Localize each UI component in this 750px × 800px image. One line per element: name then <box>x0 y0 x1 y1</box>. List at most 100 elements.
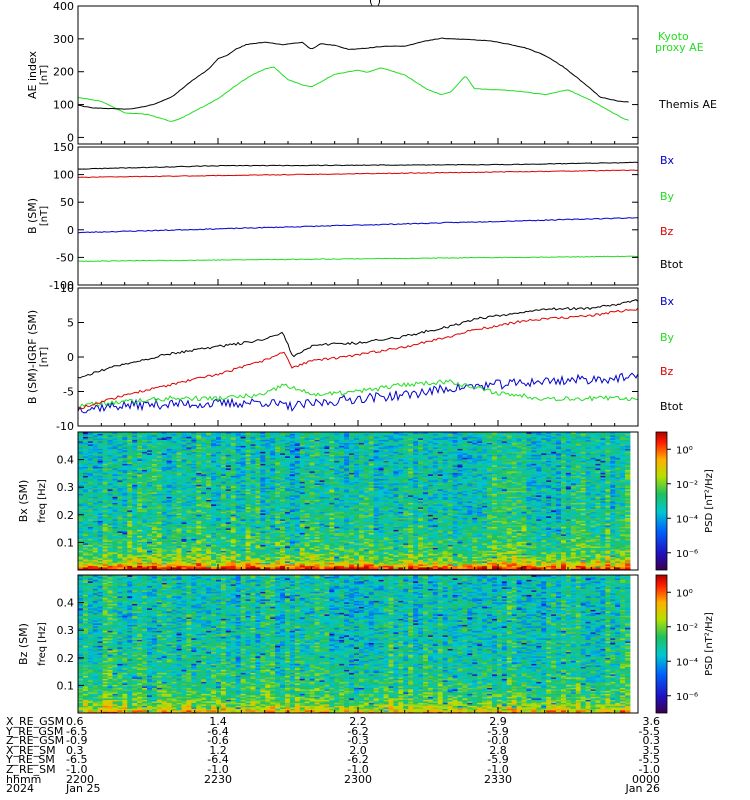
heatmap-cell <box>78 460 84 463</box>
heatmap-cell <box>156 444 163 446</box>
heatmap-cell <box>230 466 237 469</box>
heatmap-cell <box>161 547 168 550</box>
heatmap-cell <box>211 501 217 503</box>
heatmap-cell <box>240 550 246 553</box>
heatmap-cell <box>265 484 271 487</box>
heatmap-cell <box>216 544 222 547</box>
heatmap-cell <box>92 511 99 514</box>
heatmap-cell <box>206 507 212 509</box>
heatmap-cell <box>87 537 94 539</box>
heatmap-cell <box>225 550 232 553</box>
heatmap-cell <box>206 543 212 545</box>
heatmap-cell <box>82 487 89 490</box>
heatmap-cell <box>250 451 256 454</box>
heatmap-cell <box>196 559 202 562</box>
heatmap-cell <box>260 546 266 548</box>
heatmap-cell <box>151 487 158 490</box>
heatmap-cell <box>196 486 202 488</box>
heatmap-cell <box>97 547 104 550</box>
heatmap-cell <box>92 444 99 446</box>
heatmap-cell <box>92 567 99 569</box>
heatmap-cell <box>230 529 237 532</box>
heatmap-cell <box>171 451 177 454</box>
heatmap-cell <box>171 481 177 484</box>
heatmap-cell <box>171 493 177 496</box>
heatmap-cell <box>147 567 153 569</box>
heatmap-cell <box>270 478 276 481</box>
heatmap-cell <box>132 480 138 482</box>
heatmap-cell <box>102 513 108 515</box>
heatmap-cell <box>196 445 202 448</box>
heatmap-cell <box>97 490 104 493</box>
heatmap-cell <box>122 505 128 508</box>
heatmap-cell <box>151 459 158 461</box>
heatmap-cell <box>186 543 192 545</box>
heatmap-cell <box>132 475 138 478</box>
heatmap-cell <box>117 562 123 565</box>
heatmap-cell <box>255 486 261 488</box>
heatmap-cell <box>196 460 202 463</box>
heatmap-cell <box>102 466 108 469</box>
heatmap-cell <box>235 508 242 511</box>
heatmap-cell <box>132 556 138 559</box>
heatmap-cell <box>78 472 84 475</box>
heatmap-cell <box>245 466 251 469</box>
heatmap-cell <box>127 465 133 467</box>
heatmap-cell <box>211 460 217 463</box>
heatmap-cell <box>166 499 173 502</box>
heatmap-cell <box>206 537 212 539</box>
heatmap-cell <box>92 450 99 452</box>
heatmap-cell <box>211 480 217 482</box>
heatmap-cell <box>250 435 256 437</box>
heatmap-cell <box>156 516 163 518</box>
heatmap-cell <box>102 550 108 553</box>
heatmap-cell <box>112 460 118 463</box>
heatmap-cell <box>137 522 143 524</box>
heatmap-cell <box>87 523 94 526</box>
heatmap-cell <box>220 484 227 487</box>
heatmap-cell <box>206 444 212 446</box>
heatmap-cell <box>171 537 177 539</box>
heatmap-cell <box>78 565 84 568</box>
heatmap-cell <box>142 559 148 562</box>
heatmap-cell <box>132 547 138 550</box>
heatmap-cell <box>97 489 104 491</box>
heatmap-cell <box>117 502 123 505</box>
heatmap-cell <box>82 493 89 496</box>
heatmap-cell <box>265 535 271 538</box>
heatmap-cell <box>201 475 207 478</box>
heatmap-cell <box>265 498 271 500</box>
heatmap-cell <box>245 489 251 491</box>
heatmap-cell <box>201 493 207 496</box>
heatmap-cell <box>211 447 217 449</box>
heatmap-cell <box>186 486 192 488</box>
heatmap-cell <box>270 495 276 497</box>
heatmap-cell <box>117 490 123 493</box>
heatmap-cell <box>122 477 128 479</box>
heatmap-cell <box>166 535 173 538</box>
heatmap-cell <box>92 562 99 565</box>
heatmap-cell <box>240 444 246 446</box>
heatmap-cell <box>196 492 202 494</box>
heatmap-cell <box>82 456 89 458</box>
heatmap-cell <box>235 538 242 541</box>
heatmap-cell <box>206 531 212 533</box>
heatmap-cell <box>220 477 227 479</box>
heatmap-cell <box>230 550 237 553</box>
heatmap-cell <box>156 454 163 457</box>
heatmap-cell <box>240 453 246 455</box>
heatmap-cell <box>206 490 212 493</box>
heatmap-cell <box>216 522 222 524</box>
heatmap-cell <box>87 433 94 436</box>
heatmap-cell <box>235 490 242 493</box>
heatmap-cell <box>186 555 192 557</box>
heatmap-cell <box>127 516 133 518</box>
heatmap-cell <box>107 492 113 494</box>
heatmap-cell <box>235 441 242 443</box>
heatmap-cell <box>171 498 177 500</box>
heatmap-cell <box>206 484 212 487</box>
heatmap-cell <box>211 541 217 544</box>
heatmap-cell <box>137 481 143 484</box>
heatmap-cell <box>161 541 168 544</box>
heatmap-cell <box>176 511 182 514</box>
